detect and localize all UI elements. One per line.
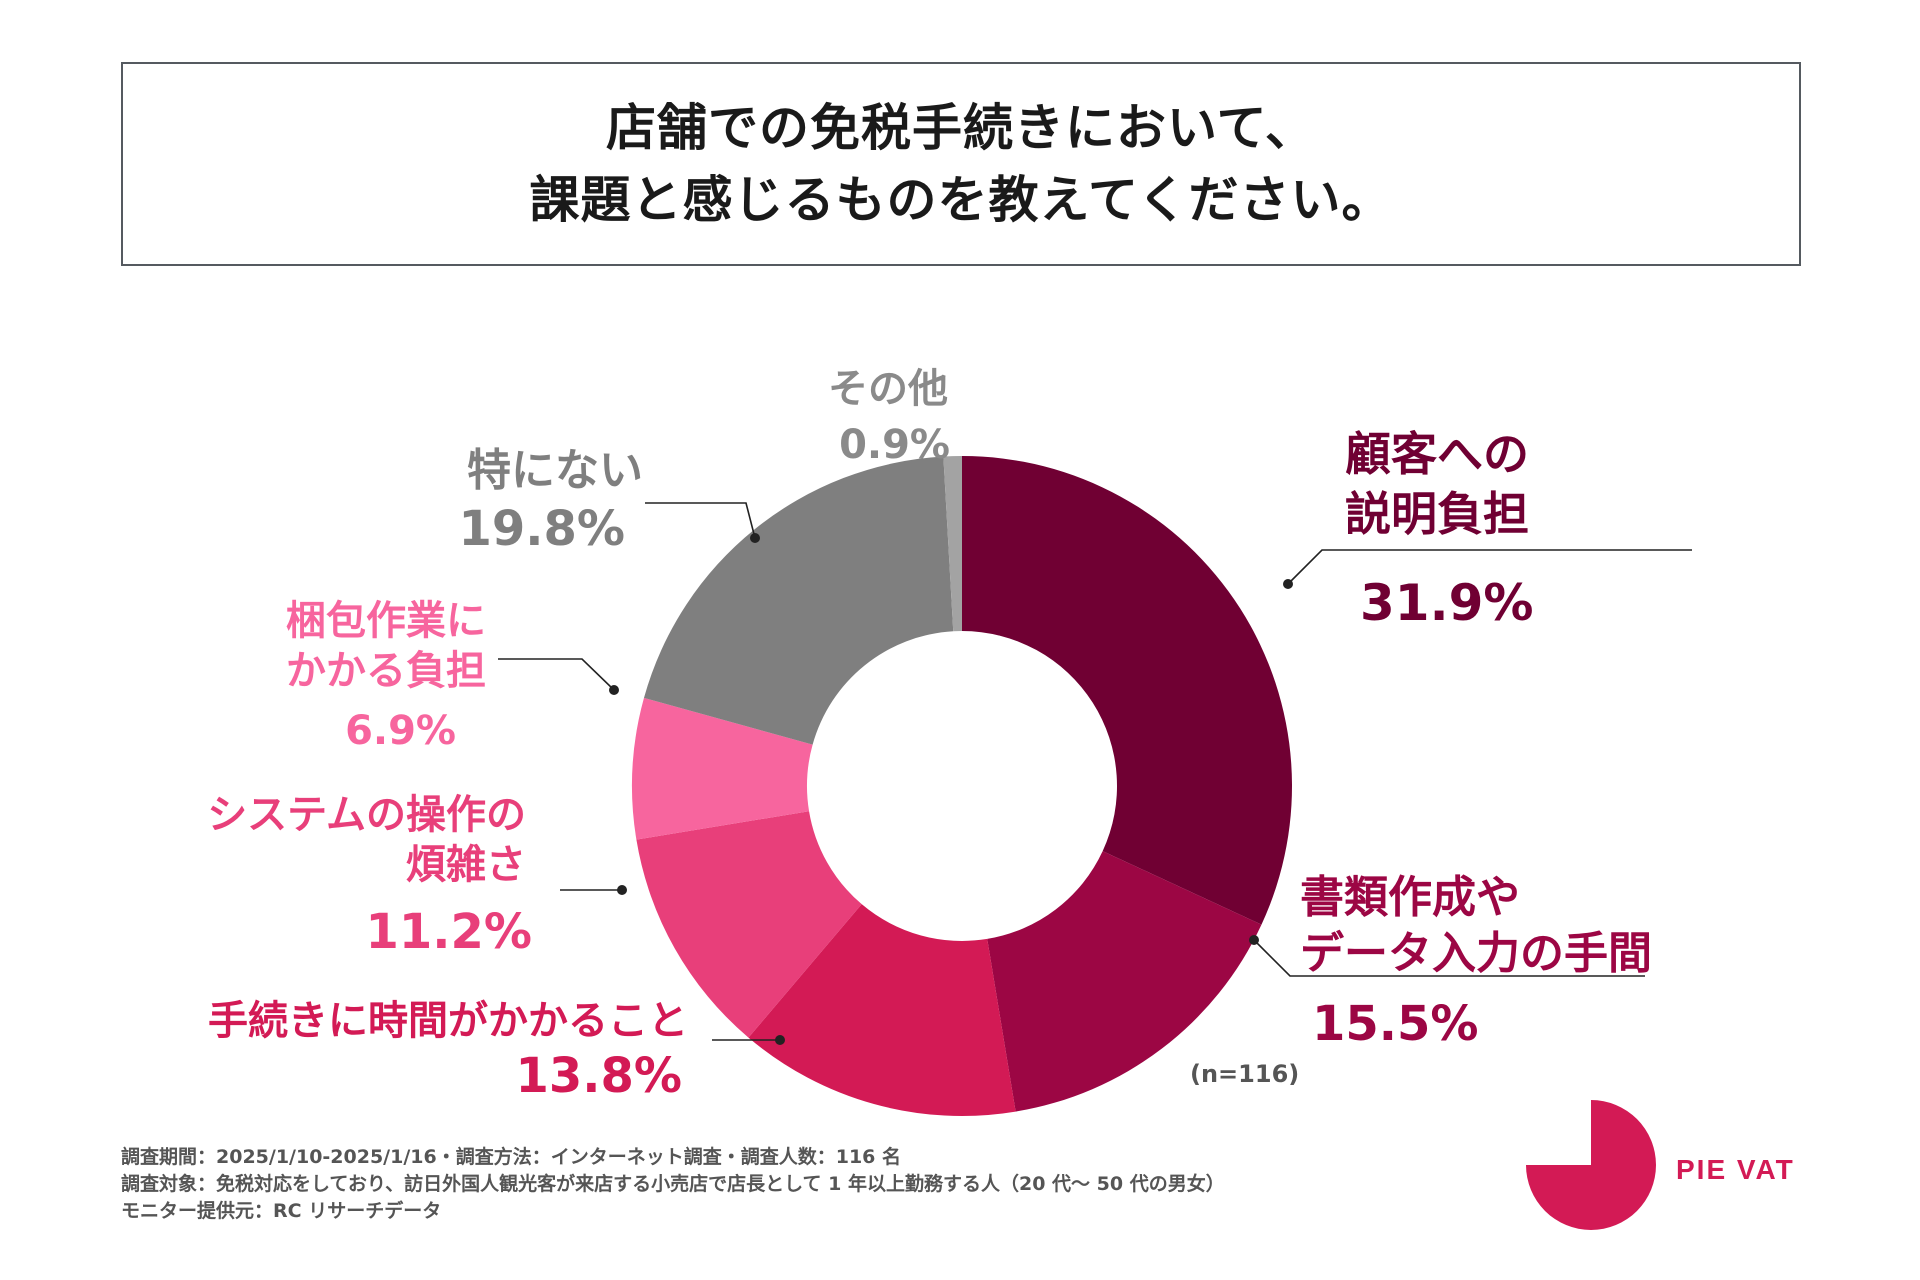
footnote-line-1: 調査期間：2025/1/10-2025/1/16・調査方法：インターネット調査・… (121, 1146, 902, 1168)
donut-slices (632, 456, 1292, 1116)
slice-label-4-line-1: かかる負担 (286, 648, 486, 694)
slice-label-4-line-0: 梱包作業に (286, 598, 486, 644)
slice-label-5-line-0: 特にない (467, 445, 643, 496)
question-title-box: 店舗での免税手続きにおいて、 課題と感じるものを教えてください。 (121, 62, 1801, 266)
slice-value-6: 0.9% (839, 422, 950, 468)
logo-pie-shape (1526, 1100, 1656, 1230)
leader-dot-2 (775, 1035, 785, 1045)
slice-label-0-line-0: 顧客への (1345, 427, 1529, 481)
leader-dot-4 (609, 685, 619, 695)
survey-footnote: 調査期間：2025/1/10-2025/1/16・調査方法：インターネット調査・… (121, 1144, 1225, 1225)
footnote-line-2: 調査対象：免税対応をしており、訪日外国人観光客が来店する小売店で店長として 1 … (121, 1173, 1225, 1195)
donut-slice-1 (987, 851, 1262, 1112)
slice-value-2: 13.8% (515, 1048, 682, 1104)
slice-label-0-line-1: 説明負担 (1345, 487, 1529, 541)
pie-vat-logo-text: PIE VAT (1676, 1154, 1795, 1185)
slice-label-1-line-1: データ入力の手間 (1300, 928, 1652, 979)
slice-label-6-line-0: その他 (828, 366, 948, 412)
pie-vat-logo-icon (1526, 1100, 1656, 1230)
slice-value-0: 31.9% (1360, 574, 1533, 632)
title-line-1: 店舗での免税手続きにおいて、 (606, 99, 1316, 157)
slice-label-3-line-0: システムの操作の (207, 792, 526, 838)
leader-dot-5 (750, 533, 760, 543)
leader-dot-1 (1249, 935, 1259, 945)
slice-label-1-line-0: 書類作成や (1300, 872, 1520, 923)
slice-label-3-line-1: 煩雑さ (406, 842, 526, 888)
donut-slice-0 (962, 456, 1292, 925)
donut-slice-3 (636, 811, 862, 1038)
slice-value-3: 11.2% (365, 904, 532, 960)
slice-label-2-line-0: 手続きに時間がかかること (208, 998, 688, 1044)
leader-line-4 (498, 658, 615, 691)
title-line-2: 課題と感じるものを教えてください。 (529, 171, 1393, 229)
donut-slice-6 (943, 456, 962, 632)
slice-value-4: 6.9% (345, 708, 456, 754)
leader-lines (498, 502, 1692, 1045)
leader-line-0 (1287, 549, 1692, 585)
slice-value-5: 19.8% (458, 501, 625, 557)
donut-slice-4 (632, 697, 813, 840)
donut-slice-2 (748, 904, 1016, 1116)
slice-value-1: 15.5% (1312, 996, 1479, 1052)
leader-line-1 (1253, 939, 1645, 977)
leader-dot-3 (617, 885, 627, 895)
leader-dot-0 (1283, 579, 1293, 589)
footnote-line-3: モニター提供元：RC リサーチデータ (121, 1200, 442, 1222)
donut-slice-5 (643, 456, 954, 745)
leader-line-5 (645, 502, 756, 539)
sample-size-label: (n=116) (1190, 1060, 1299, 1088)
